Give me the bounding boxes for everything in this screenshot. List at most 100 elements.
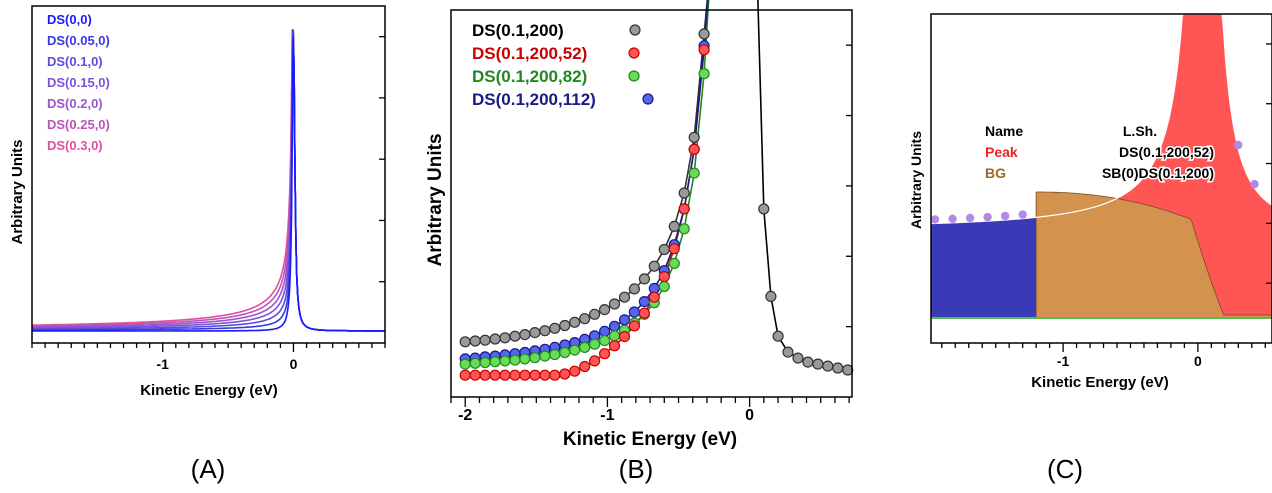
panel-b-ticks: -2 -1 0	[450, 44, 852, 424]
panel-c-frame	[930, 13, 1272, 344]
data-point	[469, 369, 481, 381]
data-point	[598, 304, 611, 316]
data-point	[588, 338, 601, 350]
x-tick-label: -1	[157, 356, 170, 372]
data-point	[529, 327, 541, 339]
data-point	[579, 341, 591, 353]
data-point	[608, 330, 621, 342]
data-point	[479, 369, 491, 381]
data-point	[678, 223, 690, 235]
data-point	[509, 354, 521, 366]
legend-entry: DS(0.1,0)	[47, 54, 103, 69]
legend-entry: DS(0.3,0)	[47, 138, 103, 153]
table-row-bg-name: BG	[985, 165, 1006, 181]
panel-b: -2 -1 0 DS(0.1,200)DS(0.1,200,52)DS(0.1,20…	[425, 0, 854, 484]
data-point	[628, 283, 641, 295]
data-point	[509, 369, 521, 381]
legend-entry: DS(0.05,0)	[47, 33, 110, 48]
legend-entry: DS(0,0)	[47, 12, 92, 27]
x-tick-label: -1	[1057, 353, 1070, 369]
data-point	[539, 325, 551, 337]
legend-marker	[628, 70, 640, 82]
data-point	[559, 346, 571, 359]
data-point	[758, 203, 770, 215]
data-point	[638, 307, 651, 319]
data-point	[608, 320, 621, 332]
data-point	[782, 346, 794, 358]
data-point	[569, 316, 581, 328]
data-point	[822, 360, 834, 372]
data-point	[489, 356, 501, 368]
data-point	[948, 214, 957, 223]
data-point	[965, 213, 975, 223]
data-point	[698, 68, 710, 80]
data-point	[668, 243, 680, 255]
data-point	[539, 369, 551, 381]
data-point	[765, 290, 777, 302]
data-point	[648, 260, 660, 272]
data-point	[529, 352, 541, 364]
data-point	[668, 257, 680, 269]
data-point	[559, 319, 571, 332]
data-point	[648, 291, 660, 303]
data-point	[618, 291, 631, 303]
panel-b-label: (B)	[619, 454, 654, 484]
data-point	[1000, 211, 1010, 221]
data-point	[479, 334, 491, 346]
data-point	[539, 350, 551, 362]
panel-c-label: (C)	[1047, 454, 1083, 484]
legend-entry: DS(0.25,0)	[47, 117, 110, 132]
data-point	[842, 364, 854, 376]
data-point	[489, 369, 501, 381]
data-point	[1018, 210, 1027, 219]
data-point	[549, 369, 561, 381]
data-point	[598, 348, 611, 360]
x-tick-label: -2	[458, 407, 472, 424]
panel-c: -1 0 Name L.Sh. Peak DS(0.1,200,52) BG SB…	[908, 13, 1272, 484]
data-point	[559, 368, 571, 380]
table-row-peak-lineshape: DS(0.1,200,52)	[1119, 144, 1214, 160]
x-tick-label: 0	[745, 407, 754, 424]
panel-a-legend: DS(0,0) DS(0.05,0) DS(0.1,0) DS(0.15,0) DS(0…	[47, 12, 110, 153]
data-point	[772, 330, 784, 342]
legend-marker	[628, 47, 640, 59]
data-point	[678, 203, 690, 215]
data-point	[812, 358, 824, 370]
table-row-bg-lineshape: SB(0)DS(0.1,200)	[1102, 165, 1214, 181]
data-point	[588, 355, 601, 367]
data-point	[668, 220, 680, 232]
panel-a-curves	[32, 29, 385, 332]
data-point	[529, 369, 541, 381]
data-point	[618, 331, 631, 343]
legend-entry: DS(0.1,200,112)	[472, 90, 596, 109]
panel-c-table: Name L.Sh. Peak DS(0.1,200,52) BG SB(0)D…	[985, 123, 1216, 183]
data-point	[519, 369, 531, 381]
legend-entry: DS(0.15,0)	[47, 75, 110, 90]
panel-b-curves	[459, 0, 854, 381]
table-row-peak-name: Peak	[985, 144, 1018, 160]
data-point	[638, 273, 651, 285]
panel-b-xlabel: Kinetic Energy (eV)	[563, 429, 737, 450]
data-point	[509, 330, 521, 342]
data-point	[658, 271, 670, 283]
panel-c-ticks: -1 0	[941, 43, 1272, 369]
panel-c-areas	[930, 13, 1272, 319]
data-point	[549, 348, 561, 361]
data-point	[459, 369, 471, 381]
data-point	[479, 356, 491, 369]
fit-line-right	[757, 0, 848, 371]
legend-entry: DS(0.1,200)	[472, 21, 564, 40]
data-point	[688, 167, 700, 179]
panel-a: -1 0 DS(0,0) DS(0.05,0) DS(0.1,0) DS(0.15,0)…	[9, 5, 386, 484]
series-line	[32, 38, 385, 332]
data-point	[1250, 179, 1259, 189]
data-point	[832, 362, 844, 374]
data-point	[579, 360, 591, 373]
table-header-lineshape: L.Sh.	[1123, 123, 1157, 139]
data-point	[459, 336, 471, 348]
x-tick-label: 0	[1194, 353, 1202, 369]
data-point	[549, 322, 561, 334]
x-tick-label: 0	[290, 356, 298, 372]
data-point	[658, 243, 670, 256]
